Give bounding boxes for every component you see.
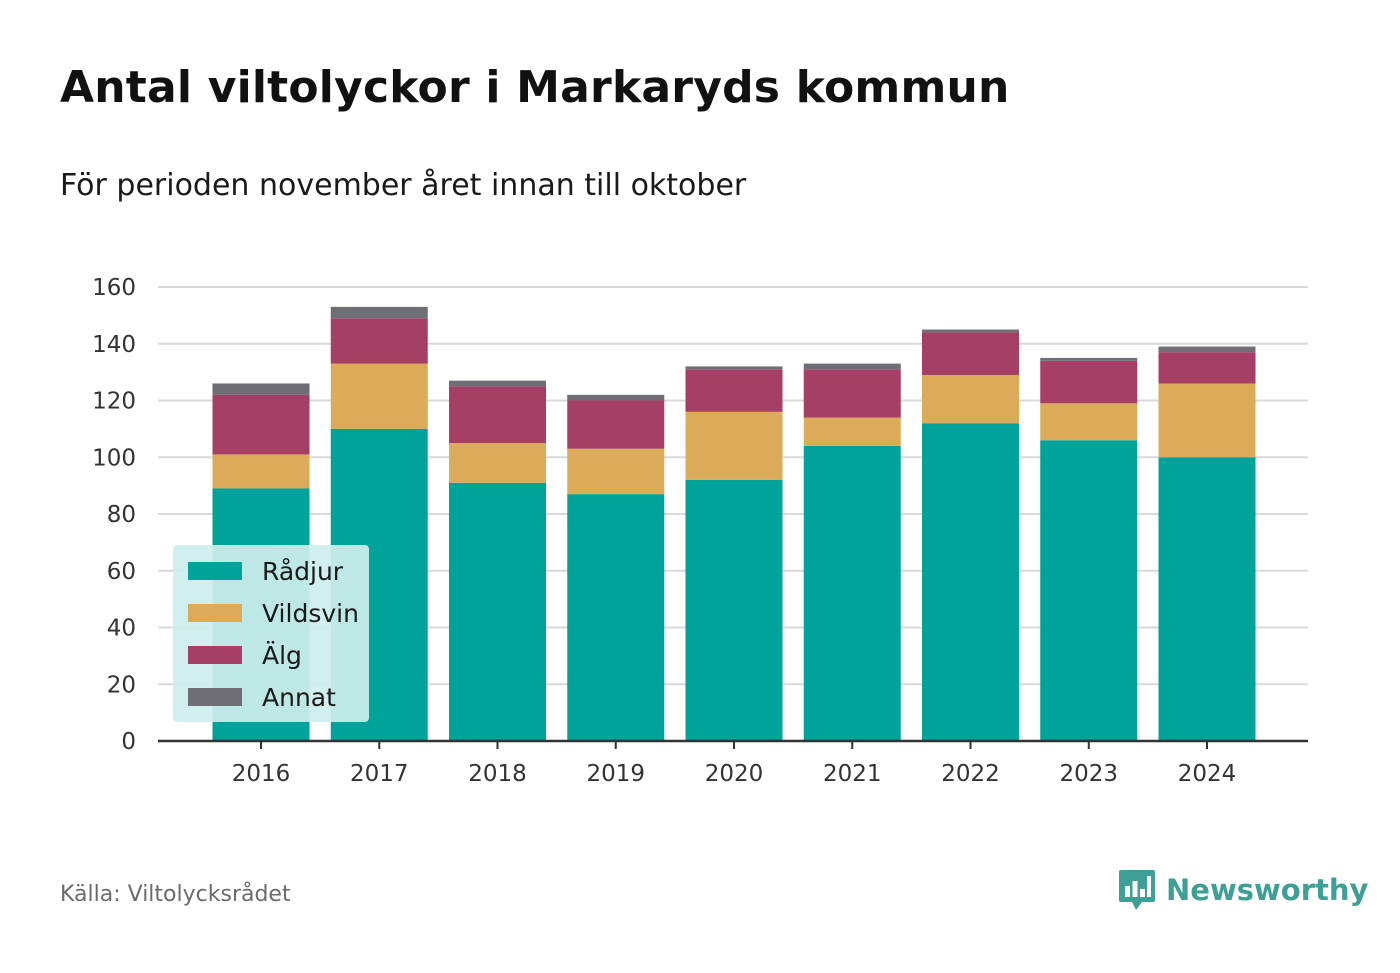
bar-segment-älg [567, 400, 665, 449]
bar-segment-rådjur [449, 482, 546, 741]
y-tick-label: 140 [92, 332, 136, 358]
bar-segment-vildsvin [212, 454, 310, 489]
y-tick-label: 40 [107, 616, 136, 642]
bar-segment-annat [922, 329, 1019, 333]
x-tick-label: 2023 [1059, 761, 1118, 787]
x-tick-label: 2022 [941, 761, 1000, 787]
brand-logo: Newsworthy [1118, 868, 1368, 912]
brand-name: Newsworthy [1166, 873, 1369, 907]
chart-subtitle: För perioden november året innan till ok… [60, 168, 747, 203]
bar-segment-älg [922, 332, 1019, 375]
y-tick-label: 0 [121, 729, 136, 755]
source-note: Källa: Viltolycksrådet [60, 882, 291, 907]
y-tick-label: 120 [92, 389, 136, 415]
bar-segment-älg [803, 369, 901, 418]
bar-segment-vildsvin [803, 417, 901, 446]
bar-segment-älg [685, 369, 783, 412]
y-tick-label: 100 [92, 445, 136, 471]
bar-segment-annat [567, 394, 665, 401]
bar-segment-älg [212, 394, 310, 455]
axes: 0 20 40 60 80 100 120 140 160 2016 2017 2018 2019 202… [92, 275, 1308, 787]
legend-label-annat: Annat [262, 683, 336, 712]
bar-segment-annat [1040, 357, 1138, 361]
bars [212, 306, 1256, 741]
legend-swatch-vildsvin [188, 604, 242, 622]
legend-swatch-rådjur [188, 562, 242, 580]
x-tick-label: 2018 [468, 761, 527, 787]
bar-segment-annat [1158, 346, 1256, 353]
bar-segment-älg [449, 386, 546, 444]
x-tick-label: 2024 [1178, 761, 1237, 787]
bar-segment-vildsvin [1040, 403, 1138, 441]
legend-label-vildsvin: Vildsvin [262, 599, 359, 628]
bar-segment-rådjur [922, 423, 1019, 741]
bar-segment-rådjur [567, 494, 665, 741]
legend-box [173, 545, 369, 722]
bar-segment-älg [1040, 360, 1138, 404]
legend-label-rådjur: Rådjur [262, 557, 344, 586]
y-tick-label: 20 [107, 672, 136, 698]
bar-segment-vildsvin [449, 443, 546, 483]
bar-segment-rådjur [685, 479, 783, 741]
bar-segment-älg [330, 318, 428, 364]
y-tick-label: 60 [107, 559, 136, 585]
bar-segment-annat [803, 363, 901, 370]
bar-segment-rådjur [803, 445, 901, 741]
legend-label-älg: Älg [262, 641, 302, 670]
bar-segment-annat [685, 366, 783, 370]
x-tick-label: 2020 [705, 761, 764, 787]
legend-swatch-annat [188, 688, 242, 706]
bar-segment-rådjur [1040, 440, 1138, 741]
legend: Rådjur Vildsvin Älg Annat [173, 545, 369, 722]
x-tick-label: 2019 [586, 761, 645, 787]
bar-segment-vildsvin [685, 411, 783, 480]
bar-segment-annat [449, 380, 546, 387]
bar-segment-annat [330, 306, 428, 319]
bar-segment-vildsvin [1158, 383, 1256, 458]
bar-segment-vildsvin [330, 363, 428, 429]
y-tick-label: 80 [107, 502, 136, 528]
x-tick-label: 2021 [823, 761, 882, 787]
bar-chart-speech-bubble-icon [1119, 870, 1155, 910]
bar-segment-rådjur [1158, 457, 1256, 741]
x-tick-label: 2016 [232, 761, 291, 787]
legend-swatch-älg [188, 646, 242, 664]
x-tick-label: 2017 [350, 761, 409, 787]
y-tick-label: 160 [92, 275, 136, 301]
bar-segment-älg [1158, 352, 1256, 384]
bar-segment-annat [212, 383, 310, 395]
chart-title: Antal viltolyckor i Markaryds kommun [60, 62, 1010, 113]
bar-segment-vildsvin [567, 448, 665, 495]
bar-segment-vildsvin [922, 374, 1019, 424]
